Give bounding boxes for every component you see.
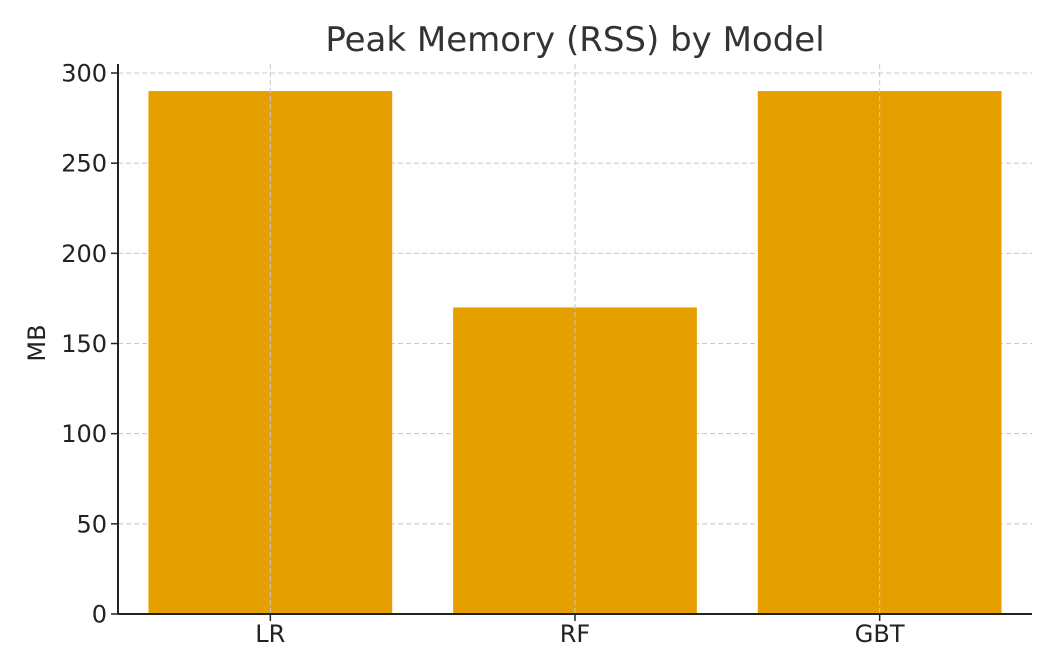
x-tick-label-rf: RF	[560, 620, 590, 648]
y-tick-label-200: 200	[61, 240, 107, 268]
y-tick-label-150: 150	[61, 330, 107, 358]
y-tick-label-250: 250	[61, 150, 107, 178]
ticks-layer: 0 50 100 150 200 250 300 LR RF GBT	[61, 60, 905, 648]
y-tick-label-50: 50	[76, 510, 107, 538]
y-axis-label: MB	[23, 324, 51, 361]
x-tick-label-gbt: GBT	[855, 620, 905, 648]
y-tick-label-100: 100	[61, 420, 107, 448]
x-tick-label-lr: LR	[255, 620, 285, 648]
y-tick-label-0: 0	[92, 601, 107, 629]
x-grid-layer	[269, 64, 881, 614]
y-tick-label-300: 300	[61, 60, 107, 88]
chart-title: Peak Memory (RSS) by Model	[325, 20, 824, 60]
